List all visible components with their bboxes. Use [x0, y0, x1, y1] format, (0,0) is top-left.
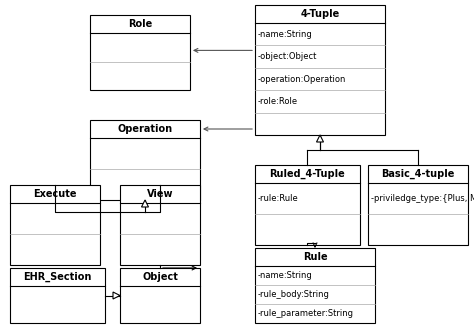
- Text: EHR_Section: EHR_Section: [23, 272, 91, 282]
- Bar: [255, 5, 385, 135]
- Bar: [10, 268, 105, 323]
- Text: Role: Role: [128, 19, 152, 29]
- Text: -object:Object: -object:Object: [258, 52, 318, 61]
- Bar: [120, 185, 200, 265]
- Text: Object: Object: [142, 272, 178, 282]
- Text: Basic_4-tuple: Basic_4-tuple: [381, 169, 455, 179]
- Bar: [255, 165, 360, 245]
- Bar: [90, 120, 200, 200]
- Polygon shape: [113, 292, 120, 299]
- Text: Rule: Rule: [303, 252, 328, 262]
- Text: Operation: Operation: [118, 124, 173, 134]
- Text: Ruled_4-Tuple: Ruled_4-Tuple: [270, 169, 346, 179]
- Text: Execute: Execute: [33, 189, 77, 199]
- Bar: [255, 248, 375, 323]
- Text: -operation:Operation: -operation:Operation: [258, 74, 346, 84]
- Text: -priviledge_type:{Plus, Minus}: -priviledge_type:{Plus, Minus}: [371, 194, 474, 203]
- Text: -rule_body:String: -rule_body:String: [258, 290, 330, 299]
- Bar: [120, 268, 200, 323]
- Text: -name:String: -name:String: [258, 30, 313, 39]
- Text: -name:String: -name:String: [258, 271, 313, 280]
- Text: View: View: [147, 189, 173, 199]
- Bar: [10, 185, 100, 265]
- Text: -rule:Rule: -rule:Rule: [258, 194, 299, 203]
- Bar: [90, 15, 190, 90]
- Bar: [368, 165, 468, 245]
- Polygon shape: [142, 200, 148, 207]
- Text: 4-Tuple: 4-Tuple: [301, 9, 340, 19]
- Polygon shape: [317, 135, 323, 142]
- Text: -rule_parameter:String: -rule_parameter:String: [258, 309, 354, 318]
- Text: -role:Role: -role:Role: [258, 97, 298, 106]
